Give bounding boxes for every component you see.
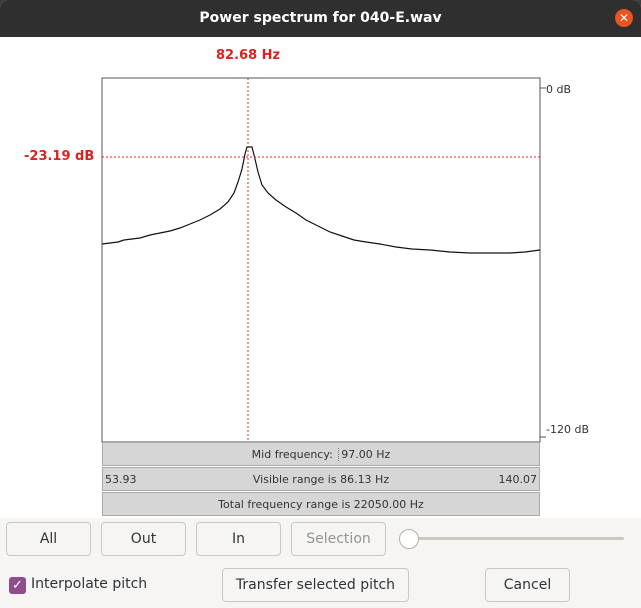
close-button[interactable]: ✕ [615,9,633,27]
checkmark-icon: ✓ [12,578,23,593]
mid-frequency-value: 97.00 Hz [341,448,391,461]
zoom-slider-track[interactable] [408,537,624,540]
mid-frequency-text: Mid frequency: 97.00 Hz [103,448,539,461]
spectrum-graph[interactable] [0,37,641,518]
spectrum-curve [101,146,541,254]
zoom-all-button[interactable]: All [6,522,91,556]
visible-range-row: 53.93 Visible range is 86.13 Hz 140.07 [102,467,540,491]
total-range-text: Total frequency range is 22050.00 Hz [218,498,424,511]
mid-frequency-label: Mid frequency: [251,448,333,461]
cancel-button[interactable]: Cancel [485,568,570,602]
zoom-out-button[interactable]: Out [101,522,186,556]
close-icon: ✕ [618,11,630,25]
cursor-frequency-readout: 82.68 Hz [216,48,281,63]
visible-max-value: 140.07 [498,473,538,486]
interpolate-pitch-checkbox[interactable]: ✓ [9,577,26,594]
cursor-level-readout: -23.19 dB [24,149,95,164]
spectrum-plot-area[interactable]: 82.68 Hz -23.19 dB 0 dB -120 dB Mid freq… [0,37,641,518]
axis-bottom-label: -120 dB [546,423,589,436]
total-range-row: Total frequency range is 22050.00 Hz [102,492,540,516]
mid-frequency-row: Mid frequency: 97.00 Hz [102,442,540,466]
plot-frame [101,77,541,443]
axis-top-label: 0 dB [546,83,572,96]
interpolate-pitch-label[interactable]: Interpolate pitch [31,576,148,592]
visible-min-value: 53.93 [105,473,137,486]
window-title: Power spectrum for 040-E.wav [199,10,442,26]
visible-range-text: Visible range is 86.13 Hz [252,473,390,486]
transfer-selected-pitch-button[interactable]: Transfer selected pitch [222,568,409,602]
zoom-in-button[interactable]: In [196,522,281,556]
title-bar: Power spectrum for 040-E.wav ✕ [0,0,641,37]
zoom-slider-handle[interactable] [399,529,419,549]
zoom-selection-button[interactable]: Selection [291,522,386,556]
